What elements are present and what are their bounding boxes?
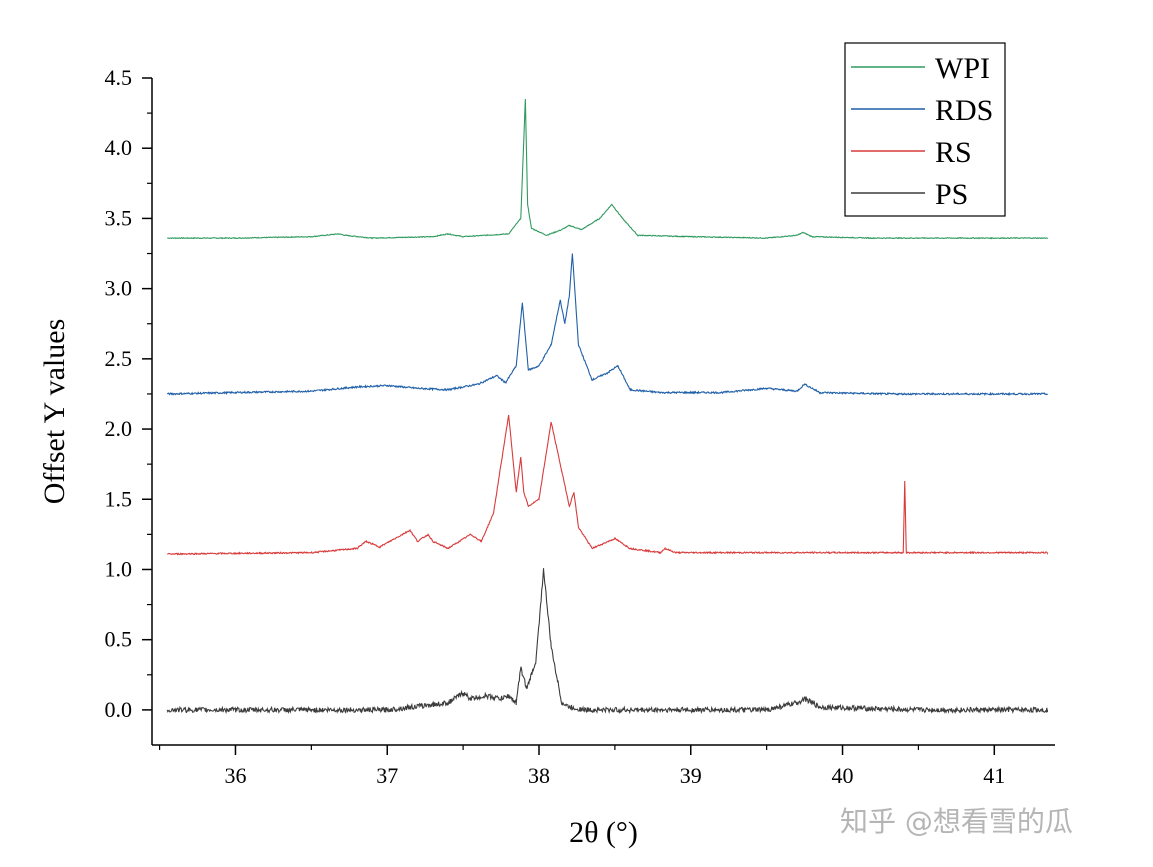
x-axis-title: 2θ (°) [569,816,638,849]
x-tick-label: 36 [224,763,246,788]
y-tick-label: 1.0 [105,556,133,581]
series-line-rds [166,253,1048,397]
y-tick-label: 2.0 [105,416,133,441]
y-tick-label: 1.5 [105,486,133,511]
plot-lines [166,99,1048,715]
legend-label-rs: RS [935,136,972,169]
x-tick-label: 41 [983,763,1005,788]
legend-label-ps: PS [935,178,968,211]
x-tick-label: 39 [680,763,702,788]
y-tick-label: 4.5 [105,65,133,90]
legend-label-wpi: WPI [935,52,990,85]
axes: 0.0 0.5 1.0 1.5 2.0 2.5 3.0 3.5 4.0 4.5 36 37 38 39 4… [105,65,1055,788]
y-tick-label: 0.0 [105,697,133,722]
series-line-rs [167,414,1048,556]
watermark: 知乎 @想看雪的瓜 [840,805,1073,838]
legend: WPI RDS RS PS [844,42,1006,217]
series-line-wpi [167,99,1048,240]
x-ticks: 36 37 38 39 40 41 [158,745,1005,788]
legend-box [844,42,1006,217]
x-tick-label: 40 [832,763,854,788]
series-line-ps [166,568,1048,715]
y-ticks: 0.0 0.5 1.0 1.5 2.0 2.5 3.0 3.5 4.0 4.5 [105,65,152,722]
legend-label-rds: RDS [935,94,993,127]
y-tick-label: 3.5 [105,205,133,230]
y-tick-label: 3.0 [105,276,133,301]
y-tick-label: 4.0 [105,135,133,160]
y-tick-label: 2.5 [105,346,133,371]
y-axis-title: Offset Y values [38,319,71,505]
x-tick-label: 37 [376,763,398,788]
y-tick-label: 0.5 [105,627,133,652]
x-tick-label: 38 [528,763,550,788]
